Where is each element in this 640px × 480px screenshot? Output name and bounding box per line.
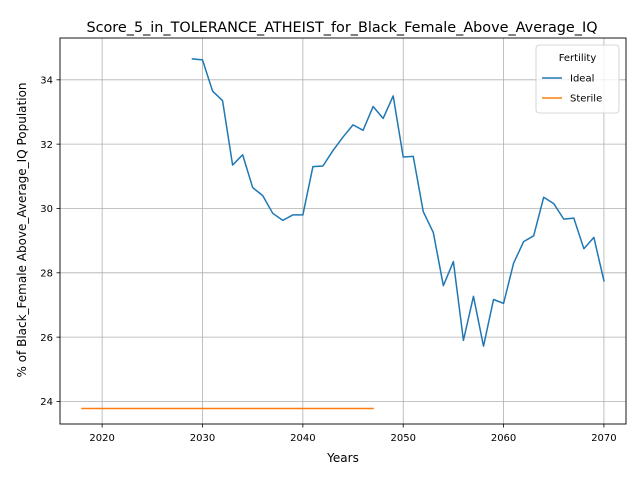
- chart-title: Score_5_in_TOLERANCE_ATHEIST_for_Black_F…: [86, 20, 597, 36]
- x-tick-label: 2030: [190, 433, 215, 444]
- legend-title: Fertility: [559, 53, 597, 64]
- legend: Fertility Ideal Sterile: [535, 44, 620, 114]
- plot-frame: [59, 37, 627, 425]
- legend-box: [535, 44, 620, 114]
- y-tick-label: 34: [40, 75, 53, 86]
- x-tick-label: 2040: [290, 433, 315, 444]
- series-line-ideal: [191, 58, 605, 347]
- y-tick-label: 32: [40, 140, 53, 151]
- x-axis-label: Years: [326, 451, 359, 465]
- x-tick-label: 2070: [591, 433, 616, 444]
- x-tick-label: 2060: [491, 433, 516, 444]
- x-tick-label: 2020: [89, 433, 114, 444]
- y-axis-label: % of Black_Female Above_Average_IQ Popul…: [15, 82, 29, 377]
- x-tick-label: 2050: [390, 433, 415, 444]
- y-tick-label: 24: [40, 397, 53, 408]
- y-tick-label: 30: [40, 204, 53, 215]
- series-layer: [81, 58, 605, 410]
- x-axis-ticks: 2020 2030 2040 2050 2060 2070: [89, 424, 617, 444]
- y-tick-label: 28: [40, 268, 53, 279]
- y-tick-label: 26: [40, 333, 53, 344]
- y-axis-ticks: 24 26 28 30 32 34: [40, 75, 60, 408]
- legend-label-sterile: Sterile: [570, 94, 602, 105]
- legend-label-ideal: Ideal: [570, 74, 594, 85]
